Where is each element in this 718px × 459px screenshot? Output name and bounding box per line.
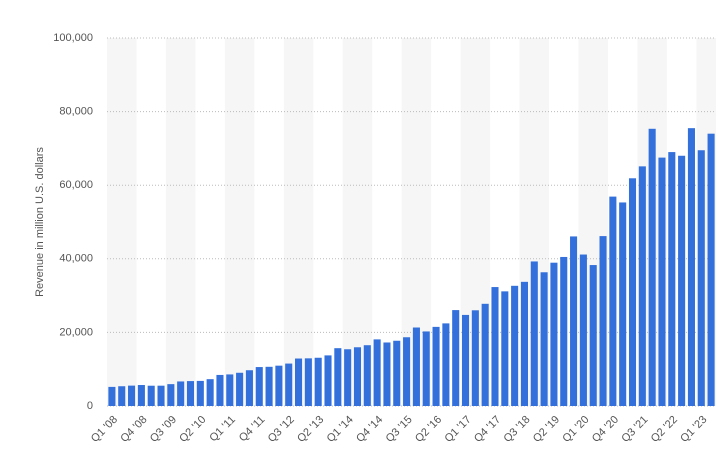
bar [501,291,509,406]
bar [314,357,322,406]
bar [638,166,646,406]
x-tick-label: Q3 '21 [619,414,650,445]
bar [226,374,234,406]
bar [540,272,548,406]
x-tick-label: Q2 '16 [413,414,444,445]
bar [304,358,312,406]
bar [334,348,342,406]
x-tick-label: Q4 '17 [472,414,503,445]
bar [363,345,371,406]
bar [393,340,401,406]
bar [206,379,214,406]
x-tick-label: Q2 '22 [649,414,680,445]
bar [579,254,587,406]
bar [668,152,676,406]
bar [422,331,430,406]
bar [383,342,391,406]
bar [491,287,499,406]
bar [678,155,686,406]
bar [412,327,420,406]
background-band [107,38,137,406]
bar [609,196,617,406]
bar [589,265,597,406]
bar [128,385,136,406]
bar [599,236,607,406]
bar [295,358,303,406]
x-tick-label: Q1 '08 [89,414,120,445]
bar [628,178,637,406]
bar [186,381,195,406]
bar [275,365,283,406]
bar [353,347,362,406]
background-band [165,38,196,406]
y-tick-label: 20,000 [59,326,93,338]
y-tick-label: 60,000 [59,179,93,191]
bar [511,285,519,406]
bar [461,314,470,406]
bar [550,262,558,406]
x-tick-label: Q1 '23 [678,414,709,445]
x-tick-label: Q3 '18 [501,414,532,445]
bar [344,349,352,406]
bar [471,310,479,406]
bar [442,323,450,406]
x-tick-label: Q4 '14 [354,414,385,445]
bar [118,386,126,406]
x-tick-label: Q1 '20 [560,414,591,445]
y-tick-label: 0 [87,400,93,412]
x-tick-label: Q1 '11 [207,414,238,445]
bar [255,367,263,406]
bar [108,386,116,406]
bar [324,355,332,406]
bar [560,256,568,406]
bar [707,133,715,406]
bar [177,381,185,406]
background-band [283,38,314,406]
bar [236,372,244,406]
x-tick-label: Q2 '13 [295,414,326,445]
x-tick-label: Q2 '19 [531,414,562,445]
bar [481,303,489,406]
x-tick-label: Q1 '14 [325,414,356,445]
bar [687,128,695,406]
bar [658,157,666,406]
bar [452,310,460,406]
x-tick-label: Q1 '17 [443,414,474,445]
bar [167,384,175,406]
bar [619,202,627,406]
bar [570,236,578,406]
x-tick-label: Q4 '08 [118,414,149,445]
x-tick-label: Q3 '15 [384,414,415,445]
bar [530,261,538,406]
bar [373,339,381,406]
y-tick-label: 40,000 [59,253,93,265]
bar [245,370,253,406]
y-tick-label: 80,000 [59,106,93,118]
bar [137,385,145,406]
y-tick-label: 100,000 [53,32,93,44]
background-band [342,38,373,406]
bar [285,363,293,406]
y-axis-label: Revenue in million U.S. dollars [34,147,46,297]
bar [697,150,705,406]
x-tick-label: Q3 '12 [266,414,297,445]
bar [432,326,440,406]
bar [520,281,528,406]
bar [196,380,204,406]
bar [403,337,411,406]
bar [157,385,165,406]
bar [216,374,224,406]
background-band [224,38,255,406]
bar [265,366,273,406]
x-tick-label: Q2 '10 [177,414,208,445]
bar [648,128,656,407]
x-tick-label: Q4 '20 [590,414,621,445]
bar [147,385,155,406]
x-tick-label: Q4 '11 [237,414,268,445]
x-tick-label: Q3 '09 [148,414,179,445]
